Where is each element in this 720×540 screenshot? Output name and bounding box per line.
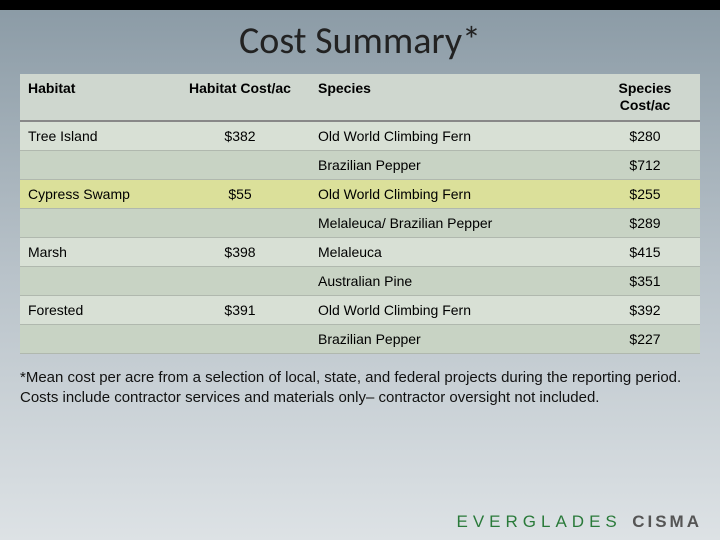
cell-habitat: Cypress Swamp <box>20 179 170 208</box>
cell-species-cost: $415 <box>590 237 700 266</box>
cell-habitat <box>20 208 170 237</box>
cell-species-cost: $227 <box>590 324 700 353</box>
table-row: Forested$391Old World Climbing Fern$392 <box>20 295 700 324</box>
table-row: Australian Pine$351 <box>20 266 700 295</box>
brand-right: CISMA <box>632 512 702 531</box>
cell-species: Melaleuca/ Brazilian Pepper <box>310 208 590 237</box>
cell-species: Brazilian Pepper <box>310 324 590 353</box>
page-title: Cost Summary* <box>0 18 720 64</box>
footnote: *Mean cost per acre from a selection of … <box>20 368 700 409</box>
header-habitat-cost: Habitat Cost/ac <box>170 74 310 121</box>
cell-species: Old World Climbing Fern <box>310 295 590 324</box>
cell-habitat-cost <box>170 266 310 295</box>
cell-species: Melaleuca <box>310 237 590 266</box>
cell-habitat-cost: $382 <box>170 121 310 151</box>
table-row: Cypress Swamp$55Old World Climbing Fern$… <box>20 179 700 208</box>
cell-habitat-cost <box>170 208 310 237</box>
cell-species-cost: $712 <box>590 150 700 179</box>
table-row: Melaleuca/ Brazilian Pepper$289 <box>20 208 700 237</box>
cell-habitat: Marsh <box>20 237 170 266</box>
cell-species: Brazilian Pepper <box>310 150 590 179</box>
cell-species: Old World Climbing Fern <box>310 121 590 151</box>
cell-species-cost: $280 <box>590 121 700 151</box>
table-row: Brazilian Pepper$227 <box>20 324 700 353</box>
cell-species-cost: $392 <box>590 295 700 324</box>
cell-habitat-cost: $391 <box>170 295 310 324</box>
cell-species: Old World Climbing Fern <box>310 179 590 208</box>
table-row: Tree Island$382Old World Climbing Fern$2… <box>20 121 700 151</box>
cell-habitat <box>20 150 170 179</box>
cell-species: Australian Pine <box>310 266 590 295</box>
brand-left: EVERGLADES <box>457 512 622 531</box>
cost-summary-table: Habitat Habitat Cost/ac Species Species … <box>20 74 700 354</box>
brand-logo: EVERGLADES CISMA <box>457 512 703 532</box>
table-body: Tree Island$382Old World Climbing Fern$2… <box>20 121 700 354</box>
cell-habitat-cost: $398 <box>170 237 310 266</box>
cell-habitat: Forested <box>20 295 170 324</box>
table-row: Brazilian Pepper$712 <box>20 150 700 179</box>
top-bar <box>0 0 720 10</box>
cell-habitat <box>20 324 170 353</box>
header-habitat: Habitat <box>20 74 170 121</box>
cell-species-cost: $289 <box>590 208 700 237</box>
header-species: Species <box>310 74 590 121</box>
cell-habitat-cost: $55 <box>170 179 310 208</box>
cell-habitat <box>20 266 170 295</box>
cell-habitat-cost <box>170 150 310 179</box>
table-header-row: Habitat Habitat Cost/ac Species Species … <box>20 74 700 121</box>
cell-species-cost: $255 <box>590 179 700 208</box>
header-species-cost: Species Cost/ac <box>590 74 700 121</box>
cell-species-cost: $351 <box>590 266 700 295</box>
table-row: Marsh$398Melaleuca$415 <box>20 237 700 266</box>
cell-habitat: Tree Island <box>20 121 170 151</box>
cell-habitat-cost <box>170 324 310 353</box>
